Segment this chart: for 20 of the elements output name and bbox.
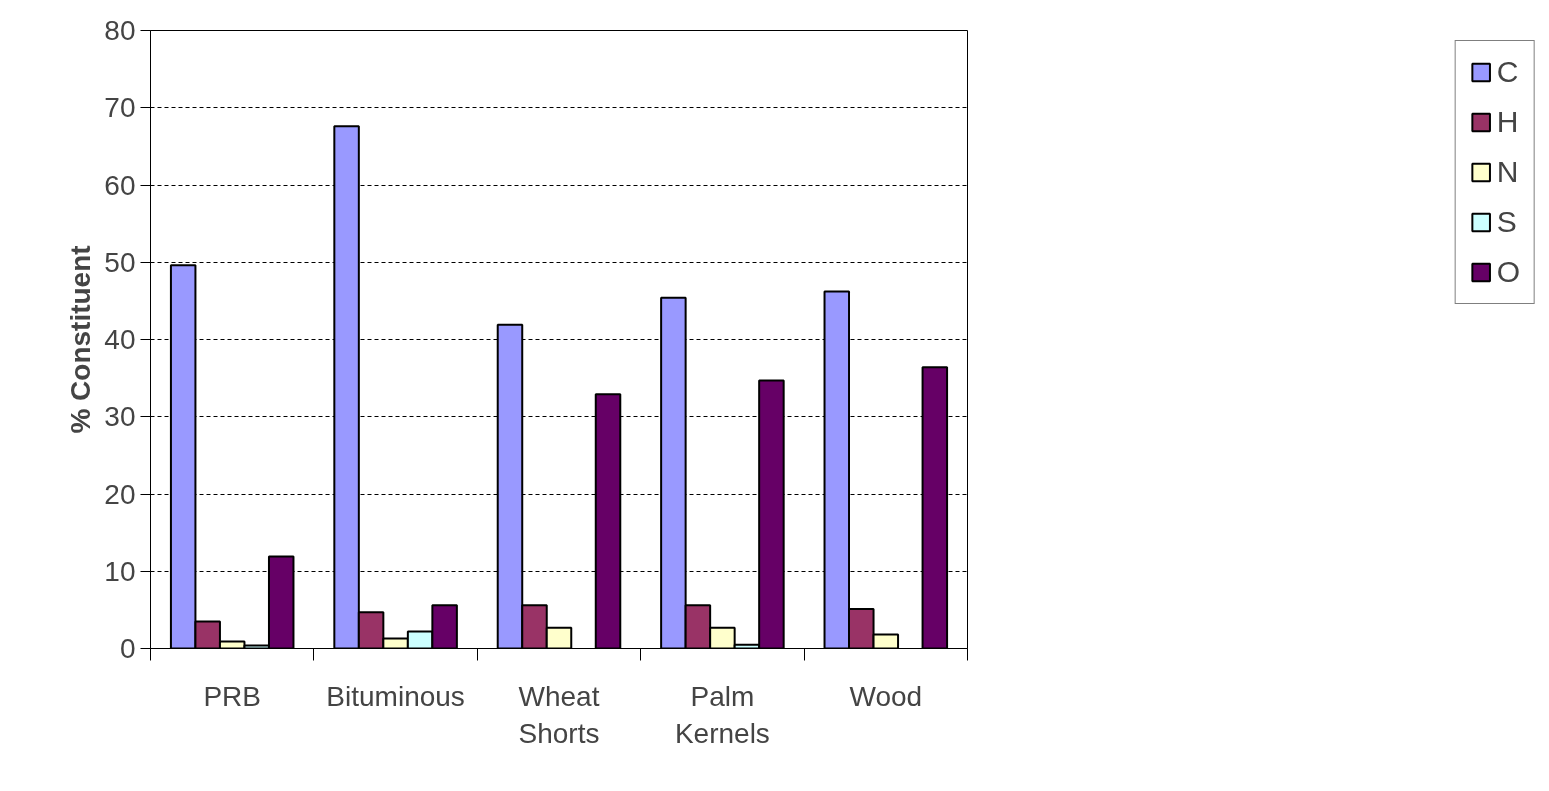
y-tick-label: 50 [104, 246, 136, 278]
x-tick-label: Palm Kernels [674, 680, 770, 749]
x-tick-label: Wheat Shorts [518, 680, 600, 749]
y-tick-label: 20 [104, 478, 136, 510]
y-tick-label: 0 [119, 633, 136, 664]
y-tick-label: 30 [104, 401, 136, 433]
y-tick-label: 40 [104, 324, 136, 355]
y-axis-title: % Constituent [65, 245, 97, 434]
x-tick-label: PRB [203, 680, 261, 712]
legend-label: S [1496, 205, 1517, 239]
y-tick-label: 80 [104, 15, 136, 46]
y-tick-label: 10 [104, 555, 136, 587]
legend-label: H [1496, 105, 1519, 139]
y-tick-label: 70 [104, 92, 136, 124]
legend-label: O [1496, 255, 1520, 289]
legend-label: C [1496, 55, 1519, 89]
x-tick-label: Bituminous [326, 680, 465, 712]
legend-label: N [1496, 155, 1519, 189]
y-tick-label: 60 [104, 169, 136, 201]
x-tick-label: Wood [849, 680, 923, 712]
